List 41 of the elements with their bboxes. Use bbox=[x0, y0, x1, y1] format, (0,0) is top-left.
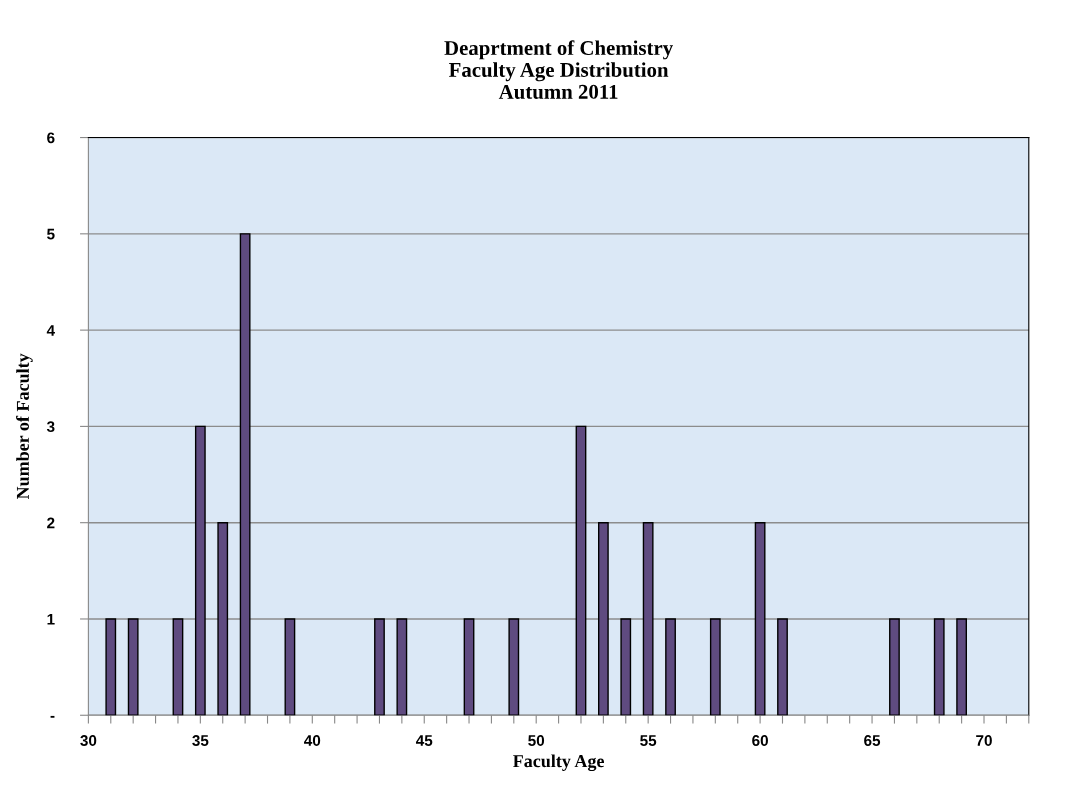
bar bbox=[956, 618, 968, 716]
bar bbox=[105, 618, 117, 716]
y-tick-label: 2 bbox=[47, 517, 55, 529]
x-tick-label: 40 bbox=[304, 735, 321, 746]
x-tick-label: 35 bbox=[192, 735, 209, 746]
bar bbox=[194, 425, 206, 716]
bar bbox=[575, 425, 587, 716]
y-tick-label: 6 bbox=[47, 132, 55, 144]
bar bbox=[777, 618, 788, 716]
chart-title: Deaprtment of Chemistry Faculty Age Distribution Autumn 2011 bbox=[444, 40, 673, 99]
x-tick-label: 45 bbox=[415, 735, 433, 746]
bar bbox=[933, 618, 945, 716]
bar bbox=[239, 233, 251, 716]
x-tick-label: 65 bbox=[864, 735, 881, 746]
bar bbox=[889, 618, 900, 716]
bar bbox=[127, 618, 139, 716]
x-tick-label: 55 bbox=[640, 735, 657, 746]
bar bbox=[620, 618, 632, 716]
y-tick-label: 5 bbox=[47, 228, 55, 240]
y-axis-title: Number of Faculty bbox=[16, 353, 33, 500]
bar bbox=[217, 521, 229, 716]
bar bbox=[172, 618, 184, 716]
bar bbox=[396, 618, 408, 716]
bar bbox=[374, 618, 385, 716]
y-tick-label: 1 bbox=[47, 614, 55, 625]
bar bbox=[642, 521, 654, 716]
x-axis-title: Faculty Age bbox=[513, 754, 605, 772]
bar bbox=[508, 618, 520, 716]
x-tick-label: 30 bbox=[80, 735, 97, 746]
x-tick-label: 70 bbox=[976, 735, 992, 746]
y-tick-label: 4 bbox=[46, 325, 55, 336]
bar bbox=[754, 521, 766, 716]
bar bbox=[665, 618, 676, 716]
bar bbox=[284, 618, 296, 716]
x-tick-label: 50 bbox=[528, 735, 545, 746]
bar bbox=[463, 618, 475, 716]
y-tick-label: - bbox=[50, 715, 55, 718]
bar bbox=[597, 521, 609, 716]
y-tick-label: 3 bbox=[46, 421, 55, 433]
bar bbox=[709, 618, 721, 716]
x-tick-label: 60 bbox=[752, 735, 768, 746]
